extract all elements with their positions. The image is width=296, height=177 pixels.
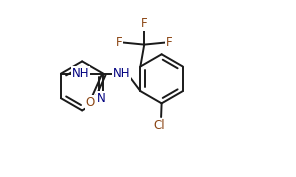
Text: F: F xyxy=(116,36,122,49)
Text: NH: NH xyxy=(113,67,130,80)
Text: O: O xyxy=(86,96,95,109)
Text: F: F xyxy=(141,17,148,30)
Text: NH: NH xyxy=(72,67,89,80)
Text: F: F xyxy=(166,36,173,49)
Text: Cl: Cl xyxy=(153,119,165,132)
Text: N: N xyxy=(97,92,106,105)
